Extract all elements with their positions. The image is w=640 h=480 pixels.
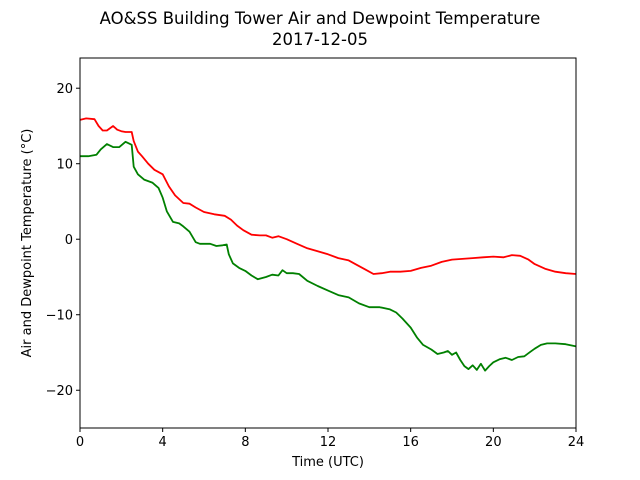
x-tick-label: 0 [76, 435, 84, 450]
y-tick-label: −20 [46, 384, 73, 399]
series-line-0 [79, 117, 577, 275]
x-tick-label: 16 [402, 435, 419, 450]
series-line-1 [80, 140, 577, 372]
x-tick-label: 8 [241, 435, 249, 450]
x-tick-label: 20 [485, 435, 502, 450]
x-tick-label: 12 [320, 435, 337, 450]
x-axis-label: Time (UTC) [291, 455, 364, 470]
x-tick-label: 4 [159, 435, 167, 450]
ticks-layer: 0 4 8 12 16 20 24 −20 −10 0 10 20 [46, 82, 585, 450]
series-layer [79, 117, 577, 372]
chart-title: AO&SS Building Tower Air and Dewpoint Te… [100, 9, 541, 28]
y-tick-label: 0 [65, 233, 73, 248]
chart-subtitle: 2017-12-05 [272, 30, 368, 49]
y-axis-label: Air and Dewpoint Temperature (°C) [20, 129, 35, 358]
y-tick-label: 10 [56, 158, 73, 173]
y-tick-label: 20 [56, 82, 73, 97]
x-tick-label: 24 [568, 435, 585, 450]
plot-frame [79, 57, 577, 429]
y-tick-label: −10 [46, 309, 73, 324]
